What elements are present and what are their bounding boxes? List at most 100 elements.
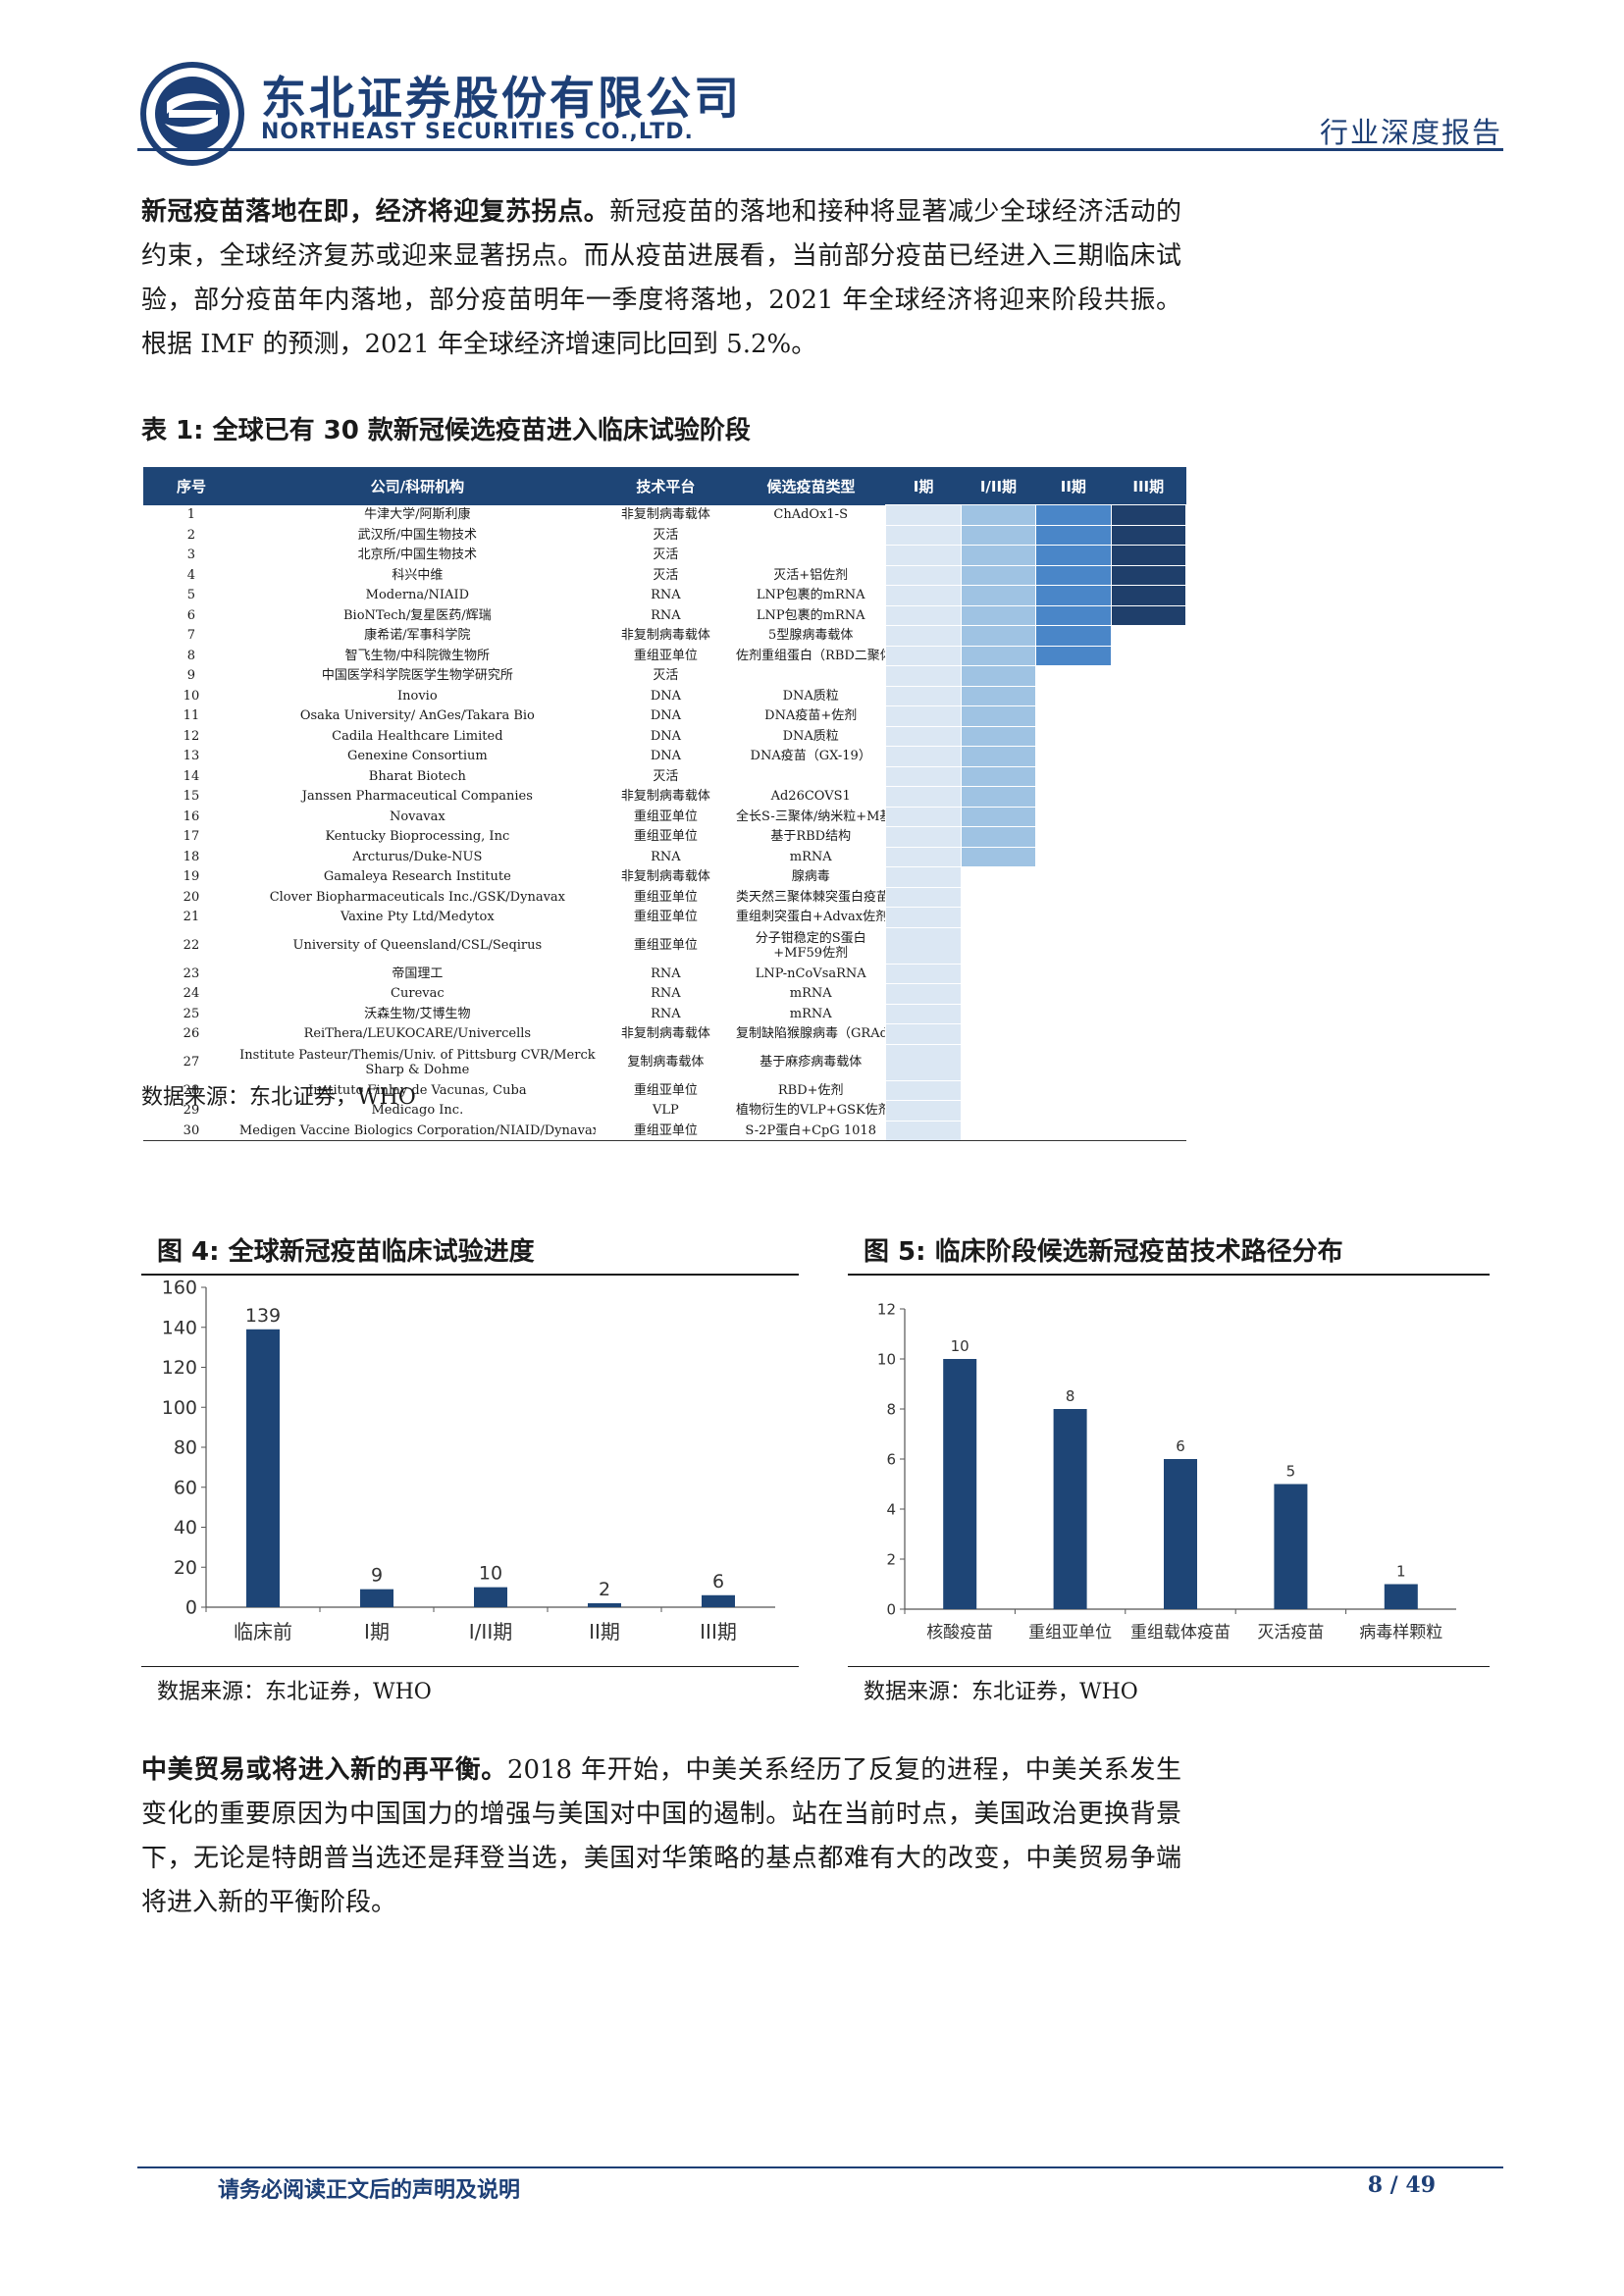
- phase-3-bar-cell: [1036, 827, 1111, 848]
- paragraph-trade: 中美贸易或将进入新的再平衡。2018 年开始，中美关系经历了反复的进程，中美关系…: [141, 1748, 1181, 1925]
- phase-1-bar-cell: [885, 1100, 962, 1122]
- phase-2-bar-cell: [961, 1101, 1035, 1122]
- phase-3-bar-cell: [1036, 706, 1111, 727]
- paragraph-lead: 新冠疫苗落地在即，经济将迎复苏拐点。: [141, 197, 610, 227]
- table-row: 13 Genexine Consortium DNA DNA疫苗（GX-19）: [143, 746, 1186, 767]
- cell-type: DNA疫苗（GX-19）: [750, 749, 871, 764]
- table-row: 6 BioNTech/复星医药/辉瑞 RNA LNP包裹的mRNA: [143, 604, 1187, 626]
- bar: [1274, 1484, 1308, 1609]
- cell-no: 1: [186, 507, 196, 523]
- cell-platform: 灭活: [653, 567, 679, 583]
- data-label: 10: [951, 1337, 969, 1355]
- y-tick-label: 80: [174, 1437, 197, 1459]
- cell-org: Vaxine Pty Ltd/Medytox: [340, 910, 495, 925]
- x-tick-label: I/II期: [469, 1620, 512, 1644]
- phase-2-bar-cell: [960, 524, 1037, 546]
- table-row: 19 Gamaleya Research Institute 非复制病毒载体 腺病毒: [143, 866, 1186, 888]
- table-row: 3 北京所/中国生物技术 灭活: [143, 545, 1187, 566]
- cell-type: Ad26COVS1: [770, 789, 851, 805]
- phase-1-bar-cell: [885, 1043, 962, 1081]
- table-row: 18 Arcturus/Duke-NUS RNA mRNA: [143, 846, 1186, 867]
- cell-no: 12: [183, 728, 200, 744]
- cell-no: 16: [183, 809, 200, 824]
- phase-4-bar-cell: [1111, 847, 1185, 867]
- y-tick-label: 0: [185, 1597, 197, 1619]
- phase-3-bar-cell: [1036, 1080, 1111, 1101]
- cell-org: 武汉所/中国生物技术: [357, 527, 478, 543]
- cell-org: Genexine Consortium: [346, 749, 488, 764]
- phase-1-bar-cell: [885, 1003, 962, 1024]
- cell-platform: DNA: [650, 688, 682, 704]
- phase-4-bar-cell: [1111, 984, 1185, 1005]
- cell-no: 10: [183, 688, 200, 704]
- cell-no: 9: [186, 668, 196, 684]
- cell-platform: 非复制病毒载体: [620, 789, 710, 805]
- figure5-source: 数据来源：东北证券，WHO: [864, 1680, 1138, 1704]
- phase-3-bar-cell: [1036, 984, 1111, 1005]
- phase-4-bar-cell: [1111, 1004, 1185, 1024]
- cell-org: 沃森生物/艾博生物: [364, 1006, 471, 1021]
- phase-2-bar-cell: [960, 806, 1037, 827]
- phase-1-bar-cell: [885, 886, 962, 908]
- cell-org: Cadila Healthcare Limited: [332, 728, 503, 744]
- cell-type: 重组刺突蛋白+Advax佐剂: [736, 910, 886, 925]
- y-tick-label: 6: [886, 1450, 896, 1468]
- cell-org: 北京所/中国生物技术: [357, 548, 478, 563]
- table-row: 10 Inovio DNA DNA质粒: [143, 685, 1186, 706]
- cell-platform: 重组亚单位: [633, 938, 698, 953]
- y-tick-label: 160: [162, 1278, 197, 1299]
- cell-type: mRNA: [789, 849, 832, 864]
- cell-org: ReiThera/LEUKOCARE/Univercells: [303, 1026, 532, 1042]
- phase-4-bar-cell: [1111, 787, 1185, 808]
- phase-1-bar-cell: [885, 746, 962, 767]
- page-number: 8 / 49: [1367, 2172, 1436, 2198]
- data-label: 6: [1176, 1437, 1185, 1455]
- cell-org: 牛津大学/阿斯利康: [364, 507, 471, 523]
- table-row: 1 牛津大学/阿斯利康 非复制病毒载体 ChAdOx1-S: [143, 504, 1187, 526]
- figure5-title: 图 5: 临床阶段候选新冠疫苗技术路径分布: [864, 1237, 1343, 1267]
- phase-4-bar-cell: [1111, 747, 1185, 767]
- header-rule: [137, 148, 1503, 151]
- cell-platform: 非复制病毒载体: [620, 869, 710, 885]
- phase-2-bar-cell: [960, 585, 1037, 606]
- header-phase-3: III期: [1111, 467, 1186, 505]
- y-tick-label: 140: [162, 1317, 197, 1338]
- x-tick-label: III期: [700, 1620, 737, 1644]
- brand-name-cn: 东北证券股份有限公司: [261, 72, 742, 125]
- phase-1-bar-cell: [885, 504, 962, 526]
- cell-type: 佐剂重组蛋白（RBD二聚体）: [736, 648, 886, 663]
- phase-4-bar-cell: [1111, 766, 1185, 787]
- phase-3-bar-cell: [1035, 1121, 1112, 1141]
- cell-type: 分子钳稳定的S蛋白+MF59佐剂: [755, 930, 866, 961]
- report-type: 行业深度报告: [1319, 116, 1502, 149]
- phase-2-bar-cell: [961, 927, 1035, 964]
- cell-platform: RNA: [651, 965, 681, 981]
- phase-4-bar-cell: [1111, 646, 1185, 666]
- phase-4-bar-cell: [1111, 807, 1185, 827]
- cell-type: [736, 546, 886, 566]
- phase-3-bar-cell: [1036, 666, 1111, 687]
- phase-1-bar-cell: [885, 725, 962, 747]
- cell-type: mRNA: [789, 1006, 832, 1021]
- y-tick-label: 40: [174, 1517, 197, 1539]
- phase-1-bar-cell: [885, 907, 962, 928]
- table-row: 28 Instituto Finlay de Vacunas, Cuba 重组亚单位…: [143, 1079, 1186, 1101]
- table-row: 5 Moderna/NIAID RNA LNP包裹的mRNA: [143, 585, 1187, 606]
- phase-3-bar-cell: [1035, 645, 1112, 666]
- phase-2-bar-cell: [960, 685, 1037, 706]
- phase-3-bar-cell: [1036, 807, 1111, 827]
- cell-type: 腺病毒: [791, 869, 830, 885]
- cell-type: DNA疫苗+佐剂: [764, 708, 858, 724]
- cell-no: 6: [186, 607, 196, 623]
- phase-2-bar-cell: [961, 1024, 1035, 1045]
- cell-type: S-2P蛋白+CpG 1018: [736, 1121, 886, 1141]
- data-label: 8: [1066, 1387, 1075, 1405]
- cell-org: Medicago Inc.: [371, 1103, 464, 1119]
- table-header-row: 序号 公司/科研机构 技术平台 候选疫苗类型 I期 I/II期 II期 III期: [143, 467, 1186, 505]
- cell-no: 14: [183, 768, 200, 784]
- cell-type: DNA质粒: [782, 688, 839, 704]
- header-no: 序号: [143, 467, 239, 505]
- phase-1-bar-cell: [885, 524, 962, 546]
- table-row: 22 University of Queensland/CSL/Seqirus 重组…: [143, 926, 1186, 965]
- phase-1-bar-cell: [885, 625, 962, 647]
